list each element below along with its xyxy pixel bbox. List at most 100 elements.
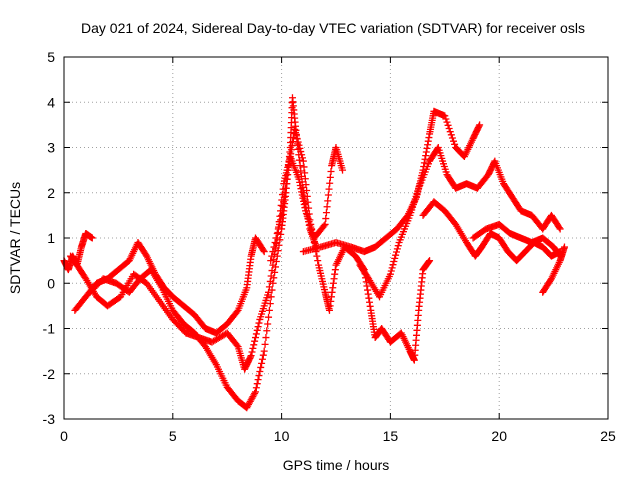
y-tick-label: 0 — [47, 275, 55, 291]
data-point — [426, 257, 434, 265]
data-point — [329, 284, 337, 292]
data-point — [247, 352, 255, 360]
data-point — [288, 142, 296, 150]
data-point — [300, 201, 308, 209]
data-point — [324, 197, 332, 205]
series-trace-e — [267, 125, 434, 364]
data-point — [265, 288, 273, 296]
data-point — [251, 337, 259, 345]
data-point — [363, 282, 371, 290]
y-tick-label: 1 — [47, 230, 55, 246]
chart-title: Day 021 of 2024, Sidereal Day-to-day VTE… — [81, 20, 585, 36]
data-point — [298, 188, 306, 196]
data-point — [277, 216, 285, 224]
data-point — [298, 154, 306, 162]
data-point — [388, 264, 396, 272]
data-point — [322, 215, 330, 223]
data-point — [233, 341, 241, 349]
series-trace-h — [419, 198, 564, 265]
data-point — [283, 175, 291, 183]
data-point — [424, 137, 432, 145]
data-point — [280, 193, 288, 201]
data-point — [283, 171, 291, 179]
data-point — [297, 148, 305, 156]
data-point — [255, 372, 263, 380]
series-trace-i — [469, 220, 564, 260]
data-point — [451, 140, 459, 148]
series-trace-j — [539, 243, 568, 296]
data-point — [300, 163, 308, 171]
data-point — [323, 203, 331, 211]
data-points — [60, 94, 568, 412]
data-point — [392, 251, 400, 259]
data-point — [266, 277, 274, 285]
x-tick-label: 10 — [274, 428, 290, 444]
data-point — [268, 267, 276, 275]
data-point — [389, 261, 397, 269]
data-point — [297, 167, 305, 175]
data-point — [280, 198, 288, 206]
data-point — [285, 162, 293, 170]
series-trace-d — [67, 144, 347, 373]
data-point — [268, 252, 276, 260]
x-axis-label: GPS time / hours — [283, 457, 390, 473]
data-point — [263, 327, 271, 335]
x-tick-label: 5 — [169, 428, 177, 444]
data-point — [299, 194, 307, 202]
data-point — [282, 184, 290, 192]
y-tick-label: -1 — [43, 321, 56, 337]
data-point — [326, 302, 334, 310]
data-point — [301, 169, 309, 177]
data-point — [287, 146, 295, 154]
data-point — [310, 239, 318, 247]
data-point — [271, 239, 279, 247]
data-point — [275, 220, 283, 228]
data-point — [560, 243, 568, 251]
data-point — [425, 134, 433, 142]
data-point — [322, 209, 330, 217]
data-point — [306, 216, 314, 224]
data-point — [292, 132, 300, 140]
data-point — [420, 159, 428, 167]
data-point — [303, 192, 311, 200]
data-point — [293, 135, 301, 143]
data-point — [246, 353, 254, 361]
data-point — [364, 286, 372, 294]
data-point — [442, 115, 450, 123]
y-axis-label: SDTVAR / TECUs — [7, 182, 23, 294]
y-tick-label: -2 — [43, 366, 56, 382]
data-point — [366, 302, 374, 310]
data-point — [555, 224, 563, 232]
data-point — [366, 298, 374, 306]
data-point — [248, 348, 256, 356]
data-point — [304, 198, 312, 206]
data-point — [302, 181, 310, 189]
data-point — [264, 320, 272, 328]
data-point — [394, 242, 402, 250]
data-point — [298, 191, 306, 199]
data-point — [313, 252, 321, 260]
data-point — [257, 363, 265, 371]
data-point — [269, 261, 277, 269]
data-point — [393, 245, 401, 253]
data-point — [307, 220, 315, 228]
y-tick-label: -3 — [43, 411, 56, 427]
data-point — [259, 351, 267, 359]
data-point — [272, 234, 280, 242]
data-point — [296, 144, 304, 152]
data-point — [296, 182, 304, 190]
x-tick-label: 25 — [600, 428, 616, 444]
data-point — [265, 306, 273, 314]
data-point — [270, 256, 278, 264]
data-point — [256, 367, 264, 375]
data-point — [392, 248, 400, 256]
data-point — [391, 254, 399, 262]
data-point — [278, 207, 286, 215]
data-point — [450, 137, 458, 145]
data-point — [446, 128, 454, 136]
data-point — [301, 175, 309, 183]
data-point — [390, 258, 398, 266]
data-point — [88, 234, 96, 242]
data-point — [330, 275, 338, 283]
